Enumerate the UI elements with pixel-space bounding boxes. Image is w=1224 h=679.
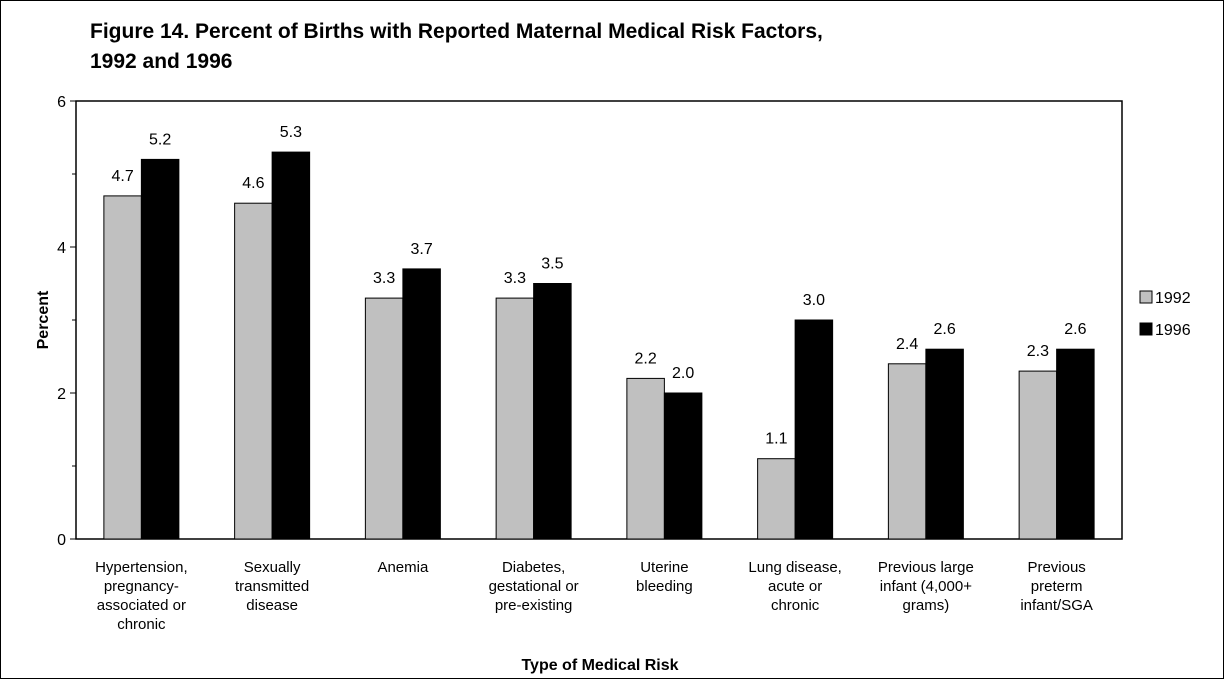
value-label: 3.3 xyxy=(504,270,526,287)
value-label: 2.6 xyxy=(1064,321,1086,338)
bar xyxy=(234,202,273,540)
x-tick-label: Lung disease, acute or chronic xyxy=(748,559,841,614)
y-tick-label: 4 xyxy=(57,240,66,257)
bar xyxy=(925,348,964,540)
bar xyxy=(887,363,927,540)
value-label: 2.6 xyxy=(934,321,956,338)
bar xyxy=(1018,370,1058,540)
value-label: 4.7 xyxy=(112,168,134,185)
bar xyxy=(1056,348,1095,540)
legend-swatch xyxy=(1139,322,1153,336)
value-label: 4.6 xyxy=(242,175,264,192)
bar xyxy=(663,392,703,540)
x-tick-label: Uterine bleeding xyxy=(636,559,693,595)
value-label: 3.7 xyxy=(411,241,433,258)
value-label: 1.1 xyxy=(765,431,787,448)
y-tick-label: 2 xyxy=(57,386,66,403)
bar xyxy=(140,158,180,540)
x-tick-label: Hypertension, pregnancy-associated or chro… xyxy=(95,559,188,633)
chart-title: Figure 14. Percent of Births with Report… xyxy=(90,20,823,73)
value-label: 2.2 xyxy=(635,350,657,367)
value-label: 2.4 xyxy=(896,336,918,353)
x-tick-label: Diabetes, gestational or pre-existing xyxy=(489,559,579,614)
value-label: 3.3 xyxy=(373,270,395,287)
bar xyxy=(364,297,404,540)
x-tick-label: Previous large infant (4,000+ grams) xyxy=(878,559,974,614)
value-label: 2.0 xyxy=(672,365,694,382)
value-label: 5.3 xyxy=(280,124,302,141)
bar xyxy=(271,151,311,540)
bar xyxy=(103,195,142,540)
bar xyxy=(757,458,796,540)
value-label: 3.0 xyxy=(803,292,825,309)
x-tick-label: Anemia xyxy=(377,559,429,576)
x-tick-label: Sexually transmitted disease xyxy=(235,559,309,614)
bar xyxy=(402,268,441,540)
legend-label: 1992 xyxy=(1155,290,1191,307)
value-label: 5.2 xyxy=(149,131,171,148)
value-label: 3.5 xyxy=(541,256,563,273)
bar xyxy=(794,319,834,540)
bar xyxy=(626,377,665,540)
legend-swatch xyxy=(1139,290,1153,304)
legend-label: 1996 xyxy=(1155,322,1191,339)
y-tick-label: 6 xyxy=(57,94,66,111)
x-axis-title: Type of Medical Risk xyxy=(521,657,678,674)
y-tick-label: 0 xyxy=(57,532,66,549)
value-label: 2.3 xyxy=(1027,343,1049,360)
x-tick-label: Previous preterm infant/SGA xyxy=(1020,559,1093,614)
y-axis-title: Percent xyxy=(35,290,52,349)
bar xyxy=(533,283,572,540)
bar xyxy=(495,297,535,540)
